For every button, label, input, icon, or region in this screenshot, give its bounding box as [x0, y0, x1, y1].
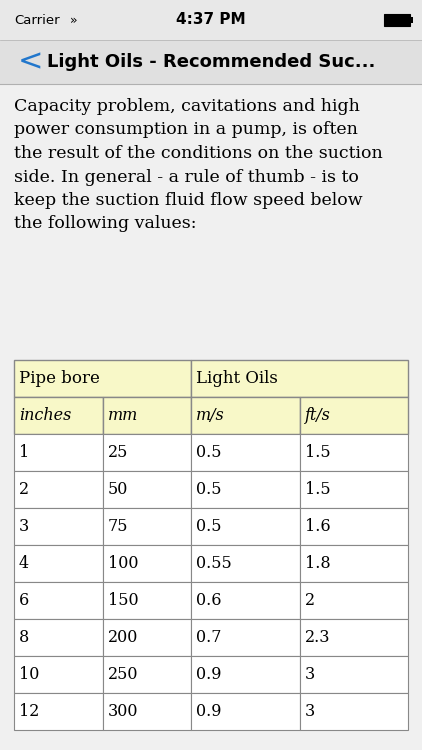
Text: mm: mm	[108, 407, 138, 424]
Bar	[191, 434, 300, 471]
Bar	[300, 693, 408, 730]
Bar	[191, 545, 300, 582]
Bar	[191, 619, 300, 656]
Bar	[103, 619, 191, 656]
Text: 1.5: 1.5	[305, 481, 330, 498]
Bar	[14, 693, 103, 730]
Text: 300: 300	[108, 703, 138, 720]
Text: 0.7: 0.7	[196, 629, 222, 646]
Bar	[191, 508, 300, 545]
Text: 100: 100	[108, 555, 138, 572]
Text: 3: 3	[19, 518, 29, 535]
Bar	[14, 360, 191, 397]
Bar	[103, 656, 191, 693]
Bar	[14, 434, 103, 471]
Text: 0.5: 0.5	[196, 518, 222, 535]
Bar	[191, 360, 408, 397]
Bar	[191, 397, 300, 434]
Text: Capacity problem, cavitations and high
power consumption in a pump, is often
the: Capacity problem, cavitations and high p…	[14, 98, 383, 232]
Text: 1.8: 1.8	[305, 555, 330, 572]
Text: 1: 1	[19, 444, 29, 461]
Text: 10: 10	[19, 666, 39, 683]
Bar	[103, 545, 191, 582]
Bar	[384, 14, 410, 26]
Bar	[300, 471, 408, 508]
Bar	[191, 693, 300, 730]
Text: 2.3: 2.3	[305, 629, 330, 646]
Bar	[103, 471, 191, 508]
Text: 250: 250	[108, 666, 138, 683]
Text: 2: 2	[305, 592, 315, 609]
Text: 1.6: 1.6	[305, 518, 330, 535]
Bar	[14, 582, 103, 619]
Bar	[103, 582, 191, 619]
Text: Light Oils: Light Oils	[196, 370, 278, 387]
Bar	[14, 619, 103, 656]
Text: 8: 8	[19, 629, 29, 646]
Bar	[14, 656, 103, 693]
Text: 0.9: 0.9	[196, 703, 222, 720]
Bar	[300, 582, 408, 619]
Text: 1.5: 1.5	[305, 444, 330, 461]
Text: Carrier: Carrier	[14, 13, 60, 26]
Text: 4:37 PM: 4:37 PM	[176, 13, 246, 28]
Bar	[300, 656, 408, 693]
Text: 200: 200	[108, 629, 138, 646]
Bar	[103, 397, 191, 434]
Text: 2: 2	[19, 481, 29, 498]
Text: 3: 3	[305, 703, 315, 720]
Text: 0.5: 0.5	[196, 444, 222, 461]
Text: 75: 75	[108, 518, 128, 535]
Text: 0.5: 0.5	[196, 481, 222, 498]
Text: ft/s: ft/s	[305, 407, 330, 424]
Bar	[300, 545, 408, 582]
Bar	[191, 656, 300, 693]
Text: 0.9: 0.9	[196, 666, 222, 683]
Text: 150: 150	[108, 592, 138, 609]
Bar	[300, 397, 408, 434]
Text: 12: 12	[19, 703, 39, 720]
Text: <: <	[18, 47, 43, 76]
Text: 50: 50	[108, 481, 128, 498]
Text: inches: inches	[19, 407, 71, 424]
Bar	[300, 508, 408, 545]
Bar	[0, 0, 422, 40]
Text: 0.6: 0.6	[196, 592, 222, 609]
Text: m/s: m/s	[196, 407, 225, 424]
Text: 0.55: 0.55	[196, 555, 232, 572]
Bar	[14, 508, 103, 545]
Text: 25: 25	[108, 444, 128, 461]
Text: Pipe bore: Pipe bore	[19, 370, 100, 387]
Bar	[14, 471, 103, 508]
Text: 4: 4	[19, 555, 29, 572]
Bar	[14, 397, 103, 434]
Bar	[410, 17, 413, 23]
Bar	[191, 471, 300, 508]
Bar	[103, 508, 191, 545]
Bar	[103, 434, 191, 471]
Bar	[191, 582, 300, 619]
Text: Light Oils - Recommended Suc...: Light Oils - Recommended Suc...	[47, 53, 375, 71]
Text: 6: 6	[19, 592, 29, 609]
Bar	[0, 40, 422, 84]
Text: »: »	[70, 13, 78, 26]
Bar	[300, 619, 408, 656]
Text: 3: 3	[305, 666, 315, 683]
Bar	[14, 545, 103, 582]
Bar	[300, 434, 408, 471]
Bar	[103, 693, 191, 730]
